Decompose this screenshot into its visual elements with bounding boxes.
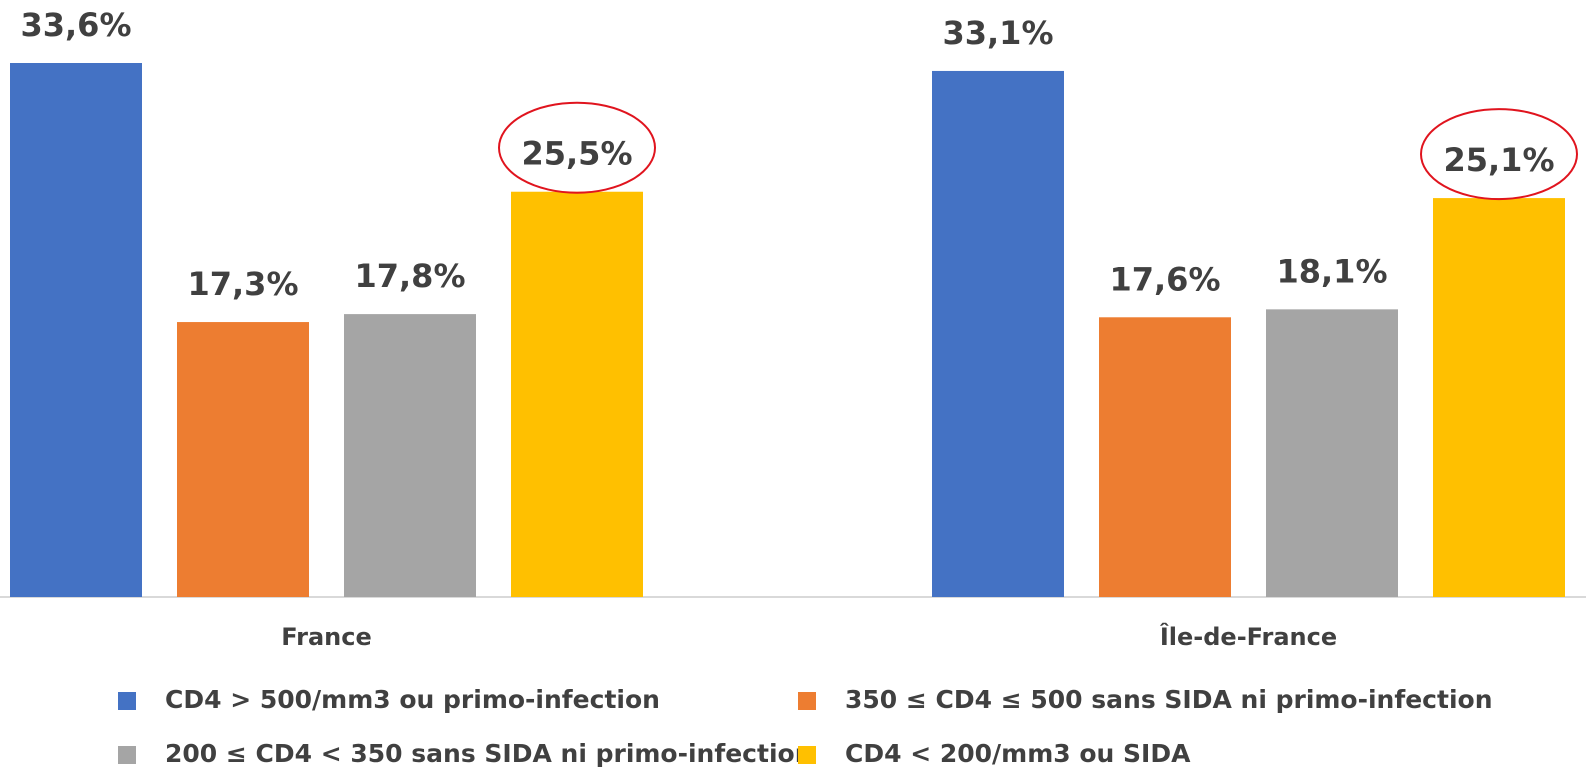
bar <box>177 322 309 597</box>
legend-label: 200 ≤ CD4 < 350 sans SIDA ni primo-infec… <box>165 739 813 768</box>
value-label: 33,6% <box>20 6 131 44</box>
bar <box>1433 198 1565 597</box>
bar <box>932 70 1064 598</box>
bar <box>344 314 476 597</box>
legend-swatch <box>798 746 816 764</box>
legend-label: 350 ≤ CD4 ≤ 500 sans SIDA ni primo-infec… <box>845 685 1493 714</box>
value-label: 25,1% <box>1443 141 1554 179</box>
bar <box>511 191 643 597</box>
x-tick-label: France <box>281 623 371 651</box>
x-tick-label: Île-de-France <box>1160 622 1337 651</box>
value-label: 17,3% <box>187 265 298 303</box>
value-label: 17,6% <box>1109 260 1220 298</box>
legend-label: CD4 > 500/mm3 ou primo-infection <box>165 685 660 714</box>
value-label: 17,8% <box>354 257 465 295</box>
legend-swatch <box>118 746 136 764</box>
value-label: 33,1% <box>942 14 1053 52</box>
legend-swatch <box>798 692 816 710</box>
value-label: 25,5% <box>521 135 632 173</box>
bar <box>1266 309 1398 597</box>
bar <box>1099 317 1231 597</box>
legend-swatch <box>118 692 136 710</box>
legend-label: CD4 < 200/mm3 ou SIDA <box>845 739 1191 768</box>
bar <box>10 63 142 597</box>
highlight-ellipse <box>1420 108 1578 201</box>
value-label: 18,1% <box>1276 252 1387 290</box>
highlight-ellipse <box>498 101 656 194</box>
